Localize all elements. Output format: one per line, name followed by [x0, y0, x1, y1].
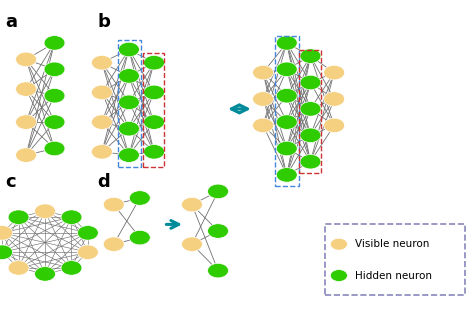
Bar [118, 40, 141, 167]
Circle shape [208, 184, 228, 199]
Circle shape [129, 230, 150, 245]
Circle shape [330, 270, 347, 281]
Circle shape [144, 115, 164, 129]
Circle shape [118, 95, 139, 110]
Circle shape [330, 238, 347, 250]
Circle shape [44, 141, 65, 156]
Circle shape [300, 154, 321, 169]
Circle shape [253, 65, 273, 80]
Circle shape [44, 115, 65, 129]
Bar [325, 224, 465, 295]
Bar [275, 36, 299, 186]
Bar [299, 50, 321, 173]
Circle shape [276, 36, 297, 50]
Circle shape [91, 145, 112, 159]
Circle shape [0, 245, 13, 259]
Circle shape [44, 62, 65, 77]
Bar [143, 53, 164, 167]
Circle shape [144, 55, 164, 70]
Circle shape [276, 168, 297, 182]
Text: Visible neuron: Visible neuron [355, 239, 429, 249]
Circle shape [16, 148, 36, 162]
Circle shape [77, 245, 98, 259]
Circle shape [324, 92, 345, 106]
Circle shape [276, 115, 297, 129]
Circle shape [8, 210, 29, 224]
Circle shape [182, 237, 202, 251]
Circle shape [16, 52, 36, 67]
Circle shape [91, 55, 112, 70]
Text: Hidden neuron: Hidden neuron [355, 271, 431, 280]
Circle shape [276, 88, 297, 103]
Circle shape [103, 197, 124, 212]
Circle shape [144, 85, 164, 100]
Circle shape [300, 49, 321, 63]
Circle shape [0, 226, 13, 240]
Circle shape [91, 85, 112, 100]
Circle shape [118, 121, 139, 136]
Circle shape [61, 210, 82, 224]
Circle shape [300, 128, 321, 143]
Circle shape [324, 118, 345, 133]
Circle shape [118, 148, 139, 162]
Circle shape [208, 263, 228, 278]
Circle shape [300, 75, 321, 90]
Circle shape [300, 102, 321, 116]
Circle shape [208, 224, 228, 238]
Circle shape [253, 92, 273, 106]
Text: c: c [6, 173, 16, 191]
Circle shape [103, 237, 124, 251]
Circle shape [16, 115, 36, 129]
Circle shape [8, 261, 29, 275]
Circle shape [35, 267, 55, 281]
Circle shape [324, 65, 345, 80]
Circle shape [44, 36, 65, 50]
Circle shape [182, 197, 202, 212]
Circle shape [276, 141, 297, 156]
Circle shape [35, 204, 55, 218]
Circle shape [44, 88, 65, 103]
Circle shape [144, 145, 164, 159]
Circle shape [118, 69, 139, 83]
Circle shape [77, 226, 98, 240]
Circle shape [118, 42, 139, 57]
Text: b: b [97, 13, 110, 31]
Circle shape [129, 191, 150, 205]
Circle shape [276, 62, 297, 77]
Circle shape [91, 115, 112, 129]
Text: a: a [6, 13, 18, 31]
Circle shape [61, 261, 82, 275]
Circle shape [253, 118, 273, 133]
Text: d: d [97, 173, 110, 191]
Circle shape [16, 82, 36, 96]
